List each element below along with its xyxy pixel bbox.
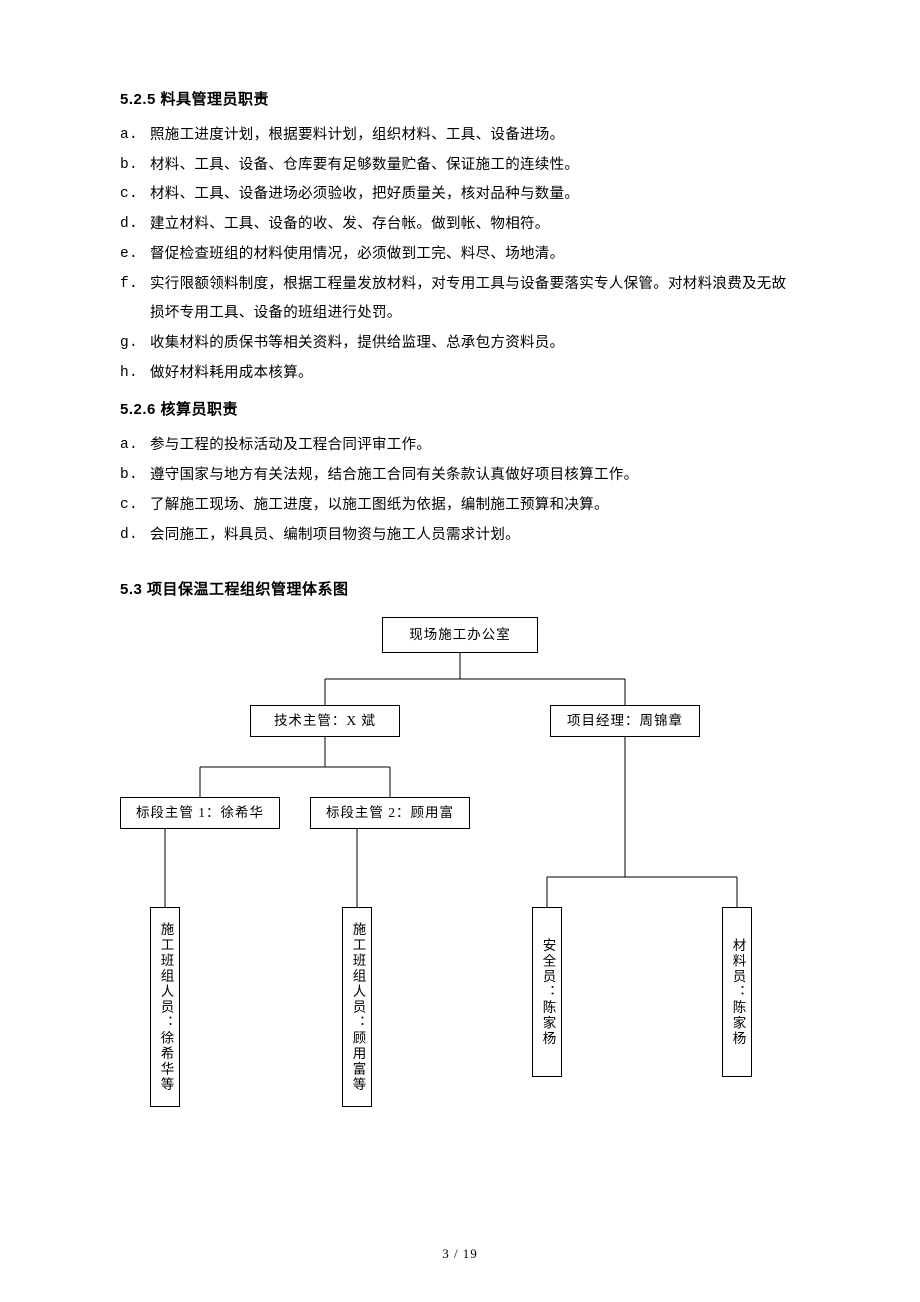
list-525-text: 建立材料、工具、设备的收、发、存台帐。做到帐、物相符。 [150,210,800,240]
list-525-marker: a. [120,121,150,151]
list-525-item: a.照施工进度计划，根据要料计划，组织材料、工具、设备进场。 [120,121,800,151]
org-node-safety: 安全员：陈家杨 [532,907,562,1077]
org-chart-connectors [120,617,800,1137]
list-526-text: 遵守国家与地方有关法规，结合施工合同有关条款认真做好项目核算工作。 [150,461,800,491]
list-525-marker: f. [120,270,150,329]
list-525-marker: b. [120,151,150,181]
list-525-text: 实行限额领料制度，根据工程量发放材料，对专用工具与设备要落实专人保管。对材料浪费… [150,270,800,329]
list-525-marker: h. [120,359,150,389]
org-node-seg2: 标段主管 2：顾用富 [310,797,470,829]
section-525-list: a.照施工进度计划，根据要料计划，组织材料、工具、设备进场。b.材料、工具、设备… [120,121,800,388]
list-525-text: 材料、工具、设备、仓库要有足够数量贮备、保证施工的连续性。 [150,151,800,181]
list-525-marker: c. [120,180,150,210]
list-525-item: b.材料、工具、设备、仓库要有足够数量贮备、保证施工的连续性。 [120,151,800,181]
list-525-item: g.收集材料的质保书等相关资料，提供给监理、总承包方资料员。 [120,329,800,359]
page-number: 3 / 19 [0,1246,920,1262]
list-525-text: 督促检查班组的材料使用情况，必须做到工完、料尽、场地清。 [150,240,800,270]
list-526-marker: d. [120,521,150,551]
list-526-text: 会同施工，料具员、编制项目物资与施工人员需求计划。 [150,521,800,551]
org-node-team2: 施工班组人员：顾用富等 [342,907,372,1107]
list-525-marker: e. [120,240,150,270]
list-526-item: a.参与工程的投标活动及工程合同评审工作。 [120,431,800,461]
org-chart: 现场施工办公室技术主管：X 斌 项目经理：周锦章标段主管 1：徐希华标段主管 2：… [120,617,800,1137]
list-526-text: 了解施工现场、施工进度，以施工图纸为依据，编制施工预算和决算。 [150,491,800,521]
list-526-item: b.遵守国家与地方有关法规，结合施工合同有关条款认真做好项目核算工作。 [120,461,800,491]
list-526-marker: b. [120,461,150,491]
list-525-text: 收集材料的质保书等相关资料，提供给监理、总承包方资料员。 [150,329,800,359]
list-525-text: 材料、工具、设备进场必须验收，把好质量关，核对品种与数量。 [150,180,800,210]
section-53-heading: 5.3 项目保温工程组织管理体系图 [120,578,800,599]
list-525-item: d.建立材料、工具、设备的收、发、存台帐。做到帐、物相符。 [120,210,800,240]
list-526-item: c.了解施工现场、施工进度，以施工图纸为依据，编制施工预算和决算。 [120,491,800,521]
org-node-seg1: 标段主管 1：徐希华 [120,797,280,829]
org-node-tech: 技术主管：X 斌 [250,705,400,737]
list-525-item: f.实行限额领料制度，根据工程量发放材料，对专用工具与设备要落实专人保管。对材料… [120,270,800,329]
list-525-marker: g. [120,329,150,359]
org-node-pm: 项目经理：周锦章 [550,705,700,737]
list-526-marker: a. [120,431,150,461]
list-526-text: 参与工程的投标活动及工程合同评审工作。 [150,431,800,461]
list-525-marker: d. [120,210,150,240]
section-526-heading: 5.2.6 核算员职责 [120,398,800,419]
section-525-heading: 5.2.5 料具管理员职责 [120,88,800,109]
org-node-team1: 施工班组人员：徐希华等 [150,907,180,1107]
list-525-item: e.督促检查班组的材料使用情况，必须做到工完、料尽、场地清。 [120,240,800,270]
list-526-marker: c. [120,491,150,521]
list-525-text: 照施工进度计划，根据要料计划，组织材料、工具、设备进场。 [150,121,800,151]
list-525-item: h.做好材料耗用成本核算。 [120,359,800,389]
org-node-top: 现场施工办公室 [382,617,538,653]
section-526-list: a.参与工程的投标活动及工程合同评审工作。b.遵守国家与地方有关法规，结合施工合… [120,431,800,550]
list-526-item: d.会同施工，料具员、编制项目物资与施工人员需求计划。 [120,521,800,551]
list-525-item: c.材料、工具、设备进场必须验收，把好质量关，核对品种与数量。 [120,180,800,210]
org-node-material: 材料员：陈家杨 [722,907,752,1077]
list-525-text: 做好材料耗用成本核算。 [150,359,800,389]
